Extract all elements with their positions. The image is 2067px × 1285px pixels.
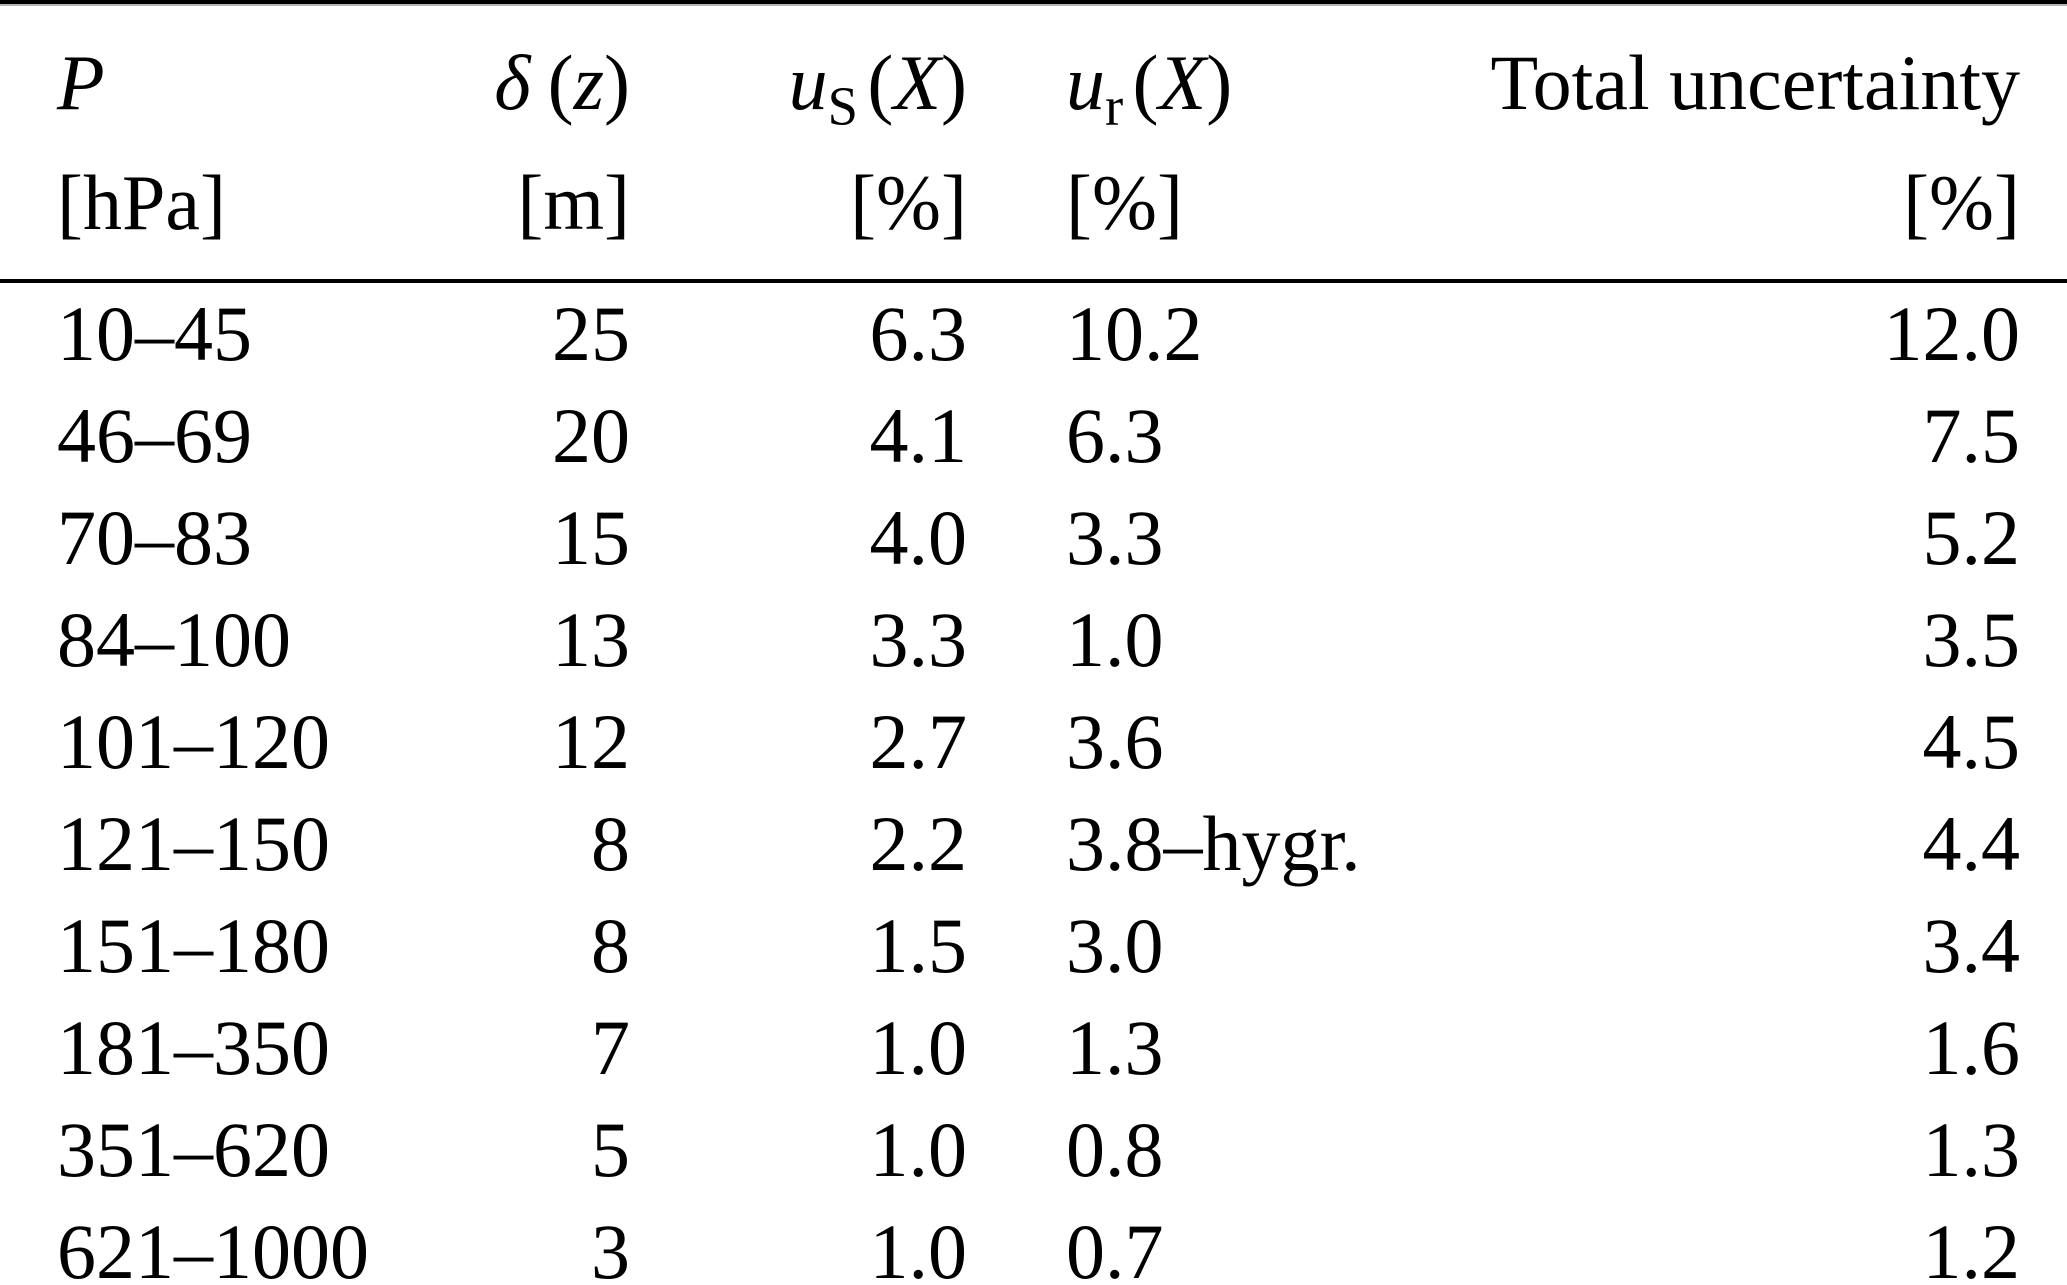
cell-total-uncertainty: 4.4 — [1922, 800, 2021, 888]
cell-pressure-range: 181–350 — [57, 1004, 330, 1092]
cell-total-uncertainty: 5.2 — [1922, 494, 2021, 582]
cell-delta-z: 3 — [591, 1208, 630, 1285]
cell-delta-z: 20 — [552, 392, 630, 480]
table-top-rule-shadow — [0, 4, 2067, 6]
cell-ur: 3.3 — [1066, 494, 1164, 582]
pressure-symbol: P — [57, 39, 105, 126]
cell-us: 2.7 — [869, 698, 968, 786]
table-header-symbols-row: P δ (z) uS (X) ur (X) Total uncertainty — [57, 34, 2020, 154]
unit-percent-ur: [%] — [1066, 159, 1183, 247]
cell-ur: 3.6 — [1066, 698, 1164, 786]
cell-pressure-range: 10–45 — [57, 290, 252, 378]
cell-us: 1.0 — [869, 1208, 968, 1285]
cell-delta-z: 12 — [552, 698, 630, 786]
cell-ur: 0.8 — [1066, 1106, 1164, 1194]
cell-us: 1.5 — [869, 902, 968, 990]
cell-pressure-range: 121–150 — [57, 800, 330, 888]
delta-symbol: δ — [494, 39, 531, 126]
cell-delta-z: 25 — [552, 290, 630, 378]
cell-ur: 1.0 — [1066, 596, 1164, 684]
table-header-units-row: [hPa] [m] [%] [%] [%] — [57, 154, 2020, 251]
table-mid-rule — [0, 279, 2067, 284]
unit-m: [m] — [517, 159, 630, 247]
table-row: 46–69 20 4.1 6.3 7.5 — [57, 385, 2020, 487]
cell-us: 2.2 — [869, 800, 968, 888]
cell-pressure-range: 46–69 — [57, 392, 252, 480]
table-header: P δ (z) uS (X) ur (X) Total uncertainty [hP… — [0, 6, 2067, 279]
cell-delta-z: 7 — [591, 1004, 630, 1092]
unit-percent-total: [%] — [1903, 159, 2020, 247]
cell-ur: 0.7 — [1066, 1208, 1164, 1285]
cell-us: 1.0 — [869, 1106, 968, 1194]
cell-delta-z: 5 — [591, 1106, 630, 1194]
table-row: 351–620 5 1.0 0.8 1.3 — [57, 1099, 2020, 1201]
cell-pressure-range: 351–620 — [57, 1106, 330, 1194]
cell-total-uncertainty: 3.5 — [1922, 596, 2021, 684]
unit-hpa: [hPa] — [57, 159, 226, 247]
cell-pressure-range: 84–100 — [57, 596, 291, 684]
column-header-delta-z: δ (z) — [494, 39, 630, 126]
table-row: 84–100 13 3.3 1.0 3.5 — [57, 589, 2020, 691]
subscript-S: S — [827, 75, 859, 137]
cell-pressure-range: 101–120 — [57, 698, 330, 786]
cell-total-uncertainty: 1.2 — [1922, 1208, 2021, 1285]
table-row: 121–150 8 2.2 3.8–hygr. 4.4 — [57, 793, 2020, 895]
column-header-total-uncertainty: Total uncertainty — [1490, 39, 2020, 126]
cell-total-uncertainty: 12.0 — [1883, 290, 2021, 378]
table-row: 151–180 8 1.5 3.0 3.4 — [57, 895, 2020, 997]
column-header-us-x: uS (X) — [788, 39, 967, 137]
cell-us: 6.3 — [869, 290, 968, 378]
cell-total-uncertainty: 3.4 — [1922, 902, 2021, 990]
cell-total-uncertainty: 1.3 — [1922, 1106, 2021, 1194]
cell-pressure-range: 151–180 — [57, 902, 330, 990]
cell-ur: 10.2 — [1066, 290, 1203, 378]
cell-us: 4.1 — [869, 392, 968, 480]
cell-us: 4.0 — [869, 494, 968, 582]
table-row: 10–45 25 6.3 10.2 12.0 — [57, 283, 2020, 385]
table-top-rule — [0, 0, 2067, 4]
cell-delta-z: 8 — [591, 800, 630, 888]
cell-delta-z: 15 — [552, 494, 630, 582]
column-header-pressure: P — [57, 34, 440, 154]
cell-ur: 1.3 — [1066, 1004, 1164, 1092]
cell-pressure-range: 70–83 — [57, 494, 252, 582]
cell-us: 1.0 — [869, 1004, 968, 1092]
cell-total-uncertainty: 4.5 — [1922, 698, 2021, 786]
cell-total-uncertainty: 7.5 — [1922, 392, 2021, 480]
table-body: 10–45 25 6.3 10.2 12.0 46–69 20 4.1 6.3 … — [0, 283, 2067, 1285]
cell-ur: 3.0 — [1066, 902, 1164, 990]
column-header-ur-x: ur (X) — [1066, 39, 1233, 137]
table-row: 70–83 15 4.0 3.3 5.2 — [57, 487, 2020, 589]
cell-delta-z: 8 — [591, 902, 630, 990]
table-row: 621–1000 3 1.0 0.7 1.2 — [57, 1201, 2020, 1285]
table-row: 101–120 12 2.7 3.6 4.5 — [57, 691, 2020, 793]
subscript-r: r — [1105, 75, 1124, 137]
table-row: 181–350 7 1.0 1.3 1.6 — [57, 997, 2020, 1099]
unit-percent-us: [%] — [850, 159, 967, 247]
cell-total-uncertainty: 1.6 — [1922, 1004, 2021, 1092]
cell-ur: 3.8–hygr. — [1066, 800, 1361, 888]
cell-us: 3.3 — [869, 596, 968, 684]
cell-delta-z: 13 — [552, 596, 630, 684]
cell-ur: 6.3 — [1066, 392, 1164, 480]
cell-pressure-range: 621–1000 — [57, 1208, 369, 1285]
